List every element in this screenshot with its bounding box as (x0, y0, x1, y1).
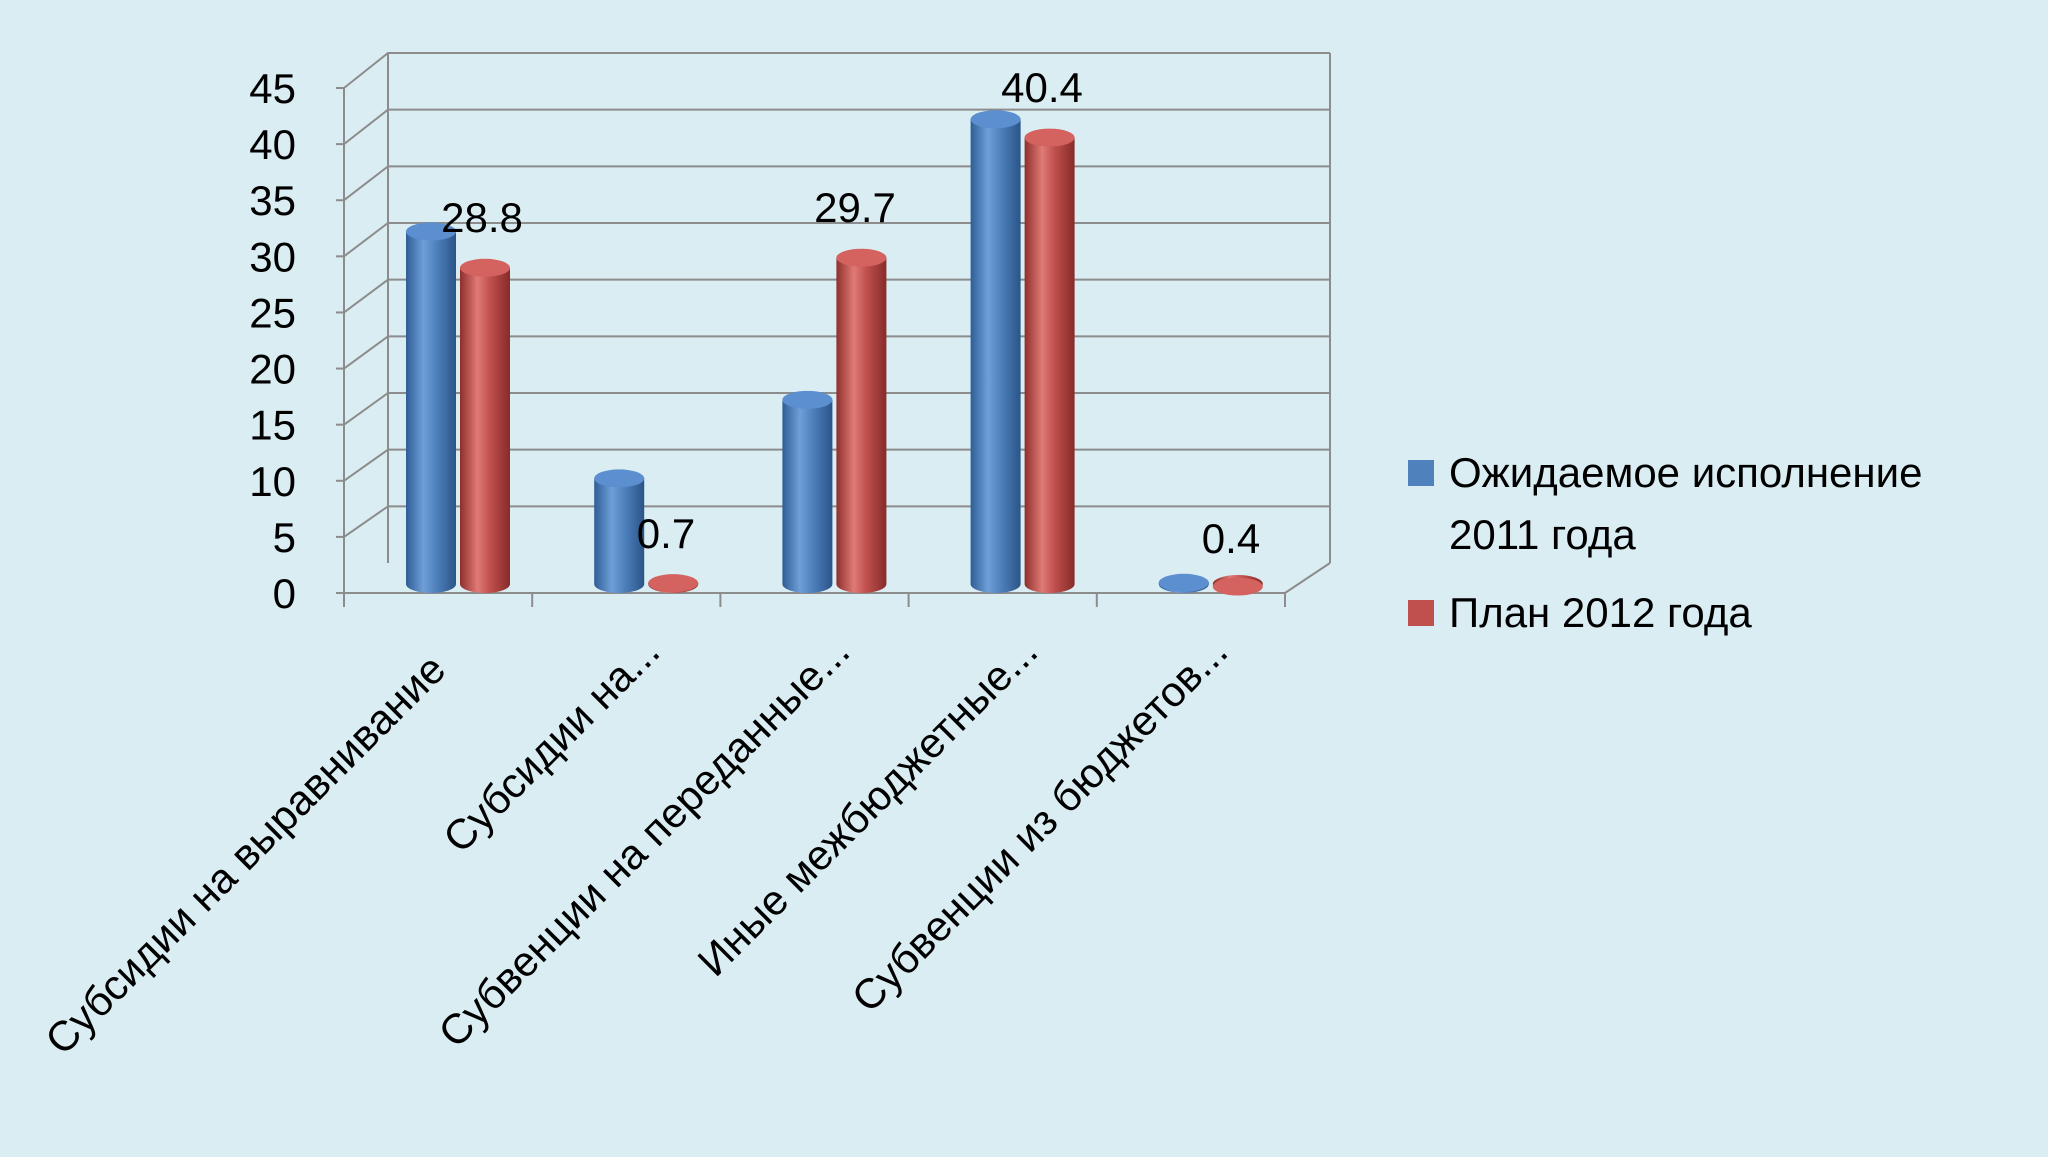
bar-top (648, 574, 699, 593)
y-tick-label: 15 (249, 402, 296, 449)
y-tick-label: 20 (249, 346, 296, 393)
bar-top (1158, 573, 1209, 592)
bars (406, 110, 1263, 596)
legend-label: План 2012 года (1449, 589, 1752, 636)
bar (1024, 128, 1075, 593)
bar (836, 248, 887, 593)
bar (1212, 575, 1263, 596)
bar-base (460, 575, 510, 593)
bar (406, 222, 456, 593)
legend-label: 2011 года (1449, 511, 1636, 558)
data-label: 0.4 (1202, 515, 1260, 562)
legend-item: Ожидаемое исполнение 2011 года (1408, 449, 1922, 558)
bar-top (594, 469, 645, 488)
bar-base (970, 575, 1021, 593)
y-tick-label: 25 (249, 289, 296, 336)
bar (648, 574, 699, 593)
bar-body (594, 478, 645, 584)
data-label: 0.7 (637, 510, 695, 557)
y-tick-label: 35 (249, 177, 296, 224)
bar (970, 110, 1021, 593)
bar-top (836, 248, 887, 267)
x-tick-label: Субсидии на выравнивание (36, 645, 454, 1063)
y-tick-label: 0 (273, 570, 296, 617)
y-tick-label: 5 (273, 514, 296, 561)
legend-item: План 2012 года (1408, 589, 1752, 636)
y-tick-label: 30 (249, 233, 296, 280)
x-tick-label: Иные межбюджетные... (688, 627, 1046, 985)
legend-label: Ожидаемое исполнение (1449, 449, 1922, 496)
bar-top (782, 390, 833, 409)
bar-body (970, 119, 1021, 585)
bar-body (1024, 137, 1075, 584)
bar (460, 258, 510, 593)
bar (782, 390, 833, 593)
data-label: 40.4 (1001, 64, 1083, 111)
bar-body (782, 399, 833, 584)
bar-body (460, 267, 510, 584)
legend: Ожидаемое исполнение 2011 года План 2012 г… (1408, 449, 1922, 636)
gridline (343, 108, 1330, 145)
gridline (343, 52, 1330, 89)
y-tick-label: 10 (249, 458, 296, 505)
data-label: 29.7 (814, 184, 896, 231)
bar-base (782, 575, 833, 593)
bar-top (970, 110, 1021, 129)
bar-top (460, 258, 510, 277)
bar-body (836, 257, 887, 584)
legend-swatch (1408, 460, 1434, 486)
legend-swatch (1408, 600, 1434, 626)
bar-body (406, 231, 456, 584)
axes: 0 5 10 15 20 25 30 35 40 45 (249, 53, 1331, 617)
x-tick-label: Субвенции из бюджетов... (843, 627, 1237, 1021)
data-label: 28.8 (441, 194, 523, 241)
bar-top (1024, 128, 1075, 147)
y-tick-label: 45 (249, 65, 296, 112)
bar-base (594, 575, 645, 593)
y-tick-label: 40 (249, 121, 296, 168)
bar (1158, 573, 1209, 593)
bar-base (836, 575, 887, 593)
bar-base (406, 575, 456, 593)
bar (594, 469, 645, 593)
bar-top (1212, 577, 1263, 596)
bar-base (1024, 575, 1075, 593)
labels: 28.8 0.7 29.7 40.4 0.4 Субсидии на выравниван… (36, 64, 1260, 1063)
bar-top (406, 222, 456, 241)
x-tick-label: Субвенции на переданные... (429, 627, 858, 1056)
